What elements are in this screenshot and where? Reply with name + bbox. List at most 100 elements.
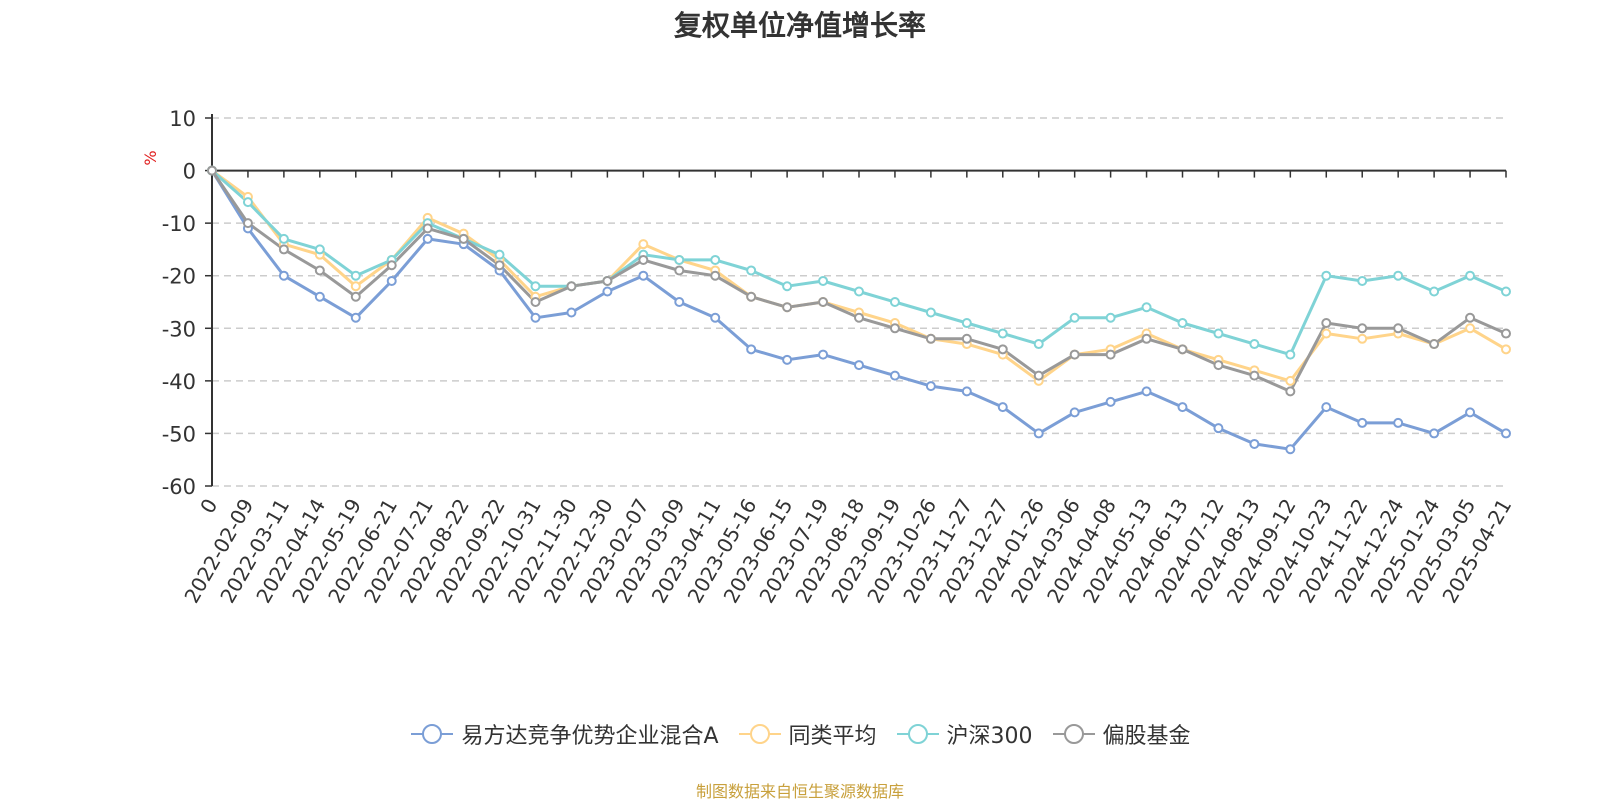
data-point: [674, 297, 685, 307]
legend-item[interactable]: 易方达竞争优势企业混合A: [409, 718, 719, 750]
data-point: [1357, 417, 1368, 428]
data-point: [1105, 396, 1116, 407]
data-point: [1285, 375, 1296, 386]
data-point: [1033, 428, 1044, 439]
data-point: [1069, 312, 1080, 323]
data-point: [1213, 360, 1224, 371]
data-point: [1213, 423, 1224, 434]
data-point: [1141, 302, 1152, 313]
data-point: [710, 254, 721, 265]
data-point: [1357, 323, 1368, 334]
data-point: [458, 233, 469, 244]
y-tick-label: -50: [162, 422, 196, 446]
data-point: [925, 307, 936, 318]
data-point: [997, 402, 1008, 413]
data-point: [1033, 370, 1044, 381]
data-point: [1321, 402, 1332, 413]
data-point: [889, 297, 900, 307]
data-point: [782, 302, 793, 313]
data-point: [242, 218, 253, 229]
data-point: [350, 281, 361, 292]
legend-circle: [907, 724, 928, 744]
data-point: [278, 233, 289, 244]
data-point: [746, 291, 757, 302]
data-point: [818, 275, 829, 286]
legend-item[interactable]: 同类平均: [737, 718, 877, 750]
data-point: [207, 165, 217, 176]
data-point: [1429, 339, 1440, 350]
data-point: [1069, 407, 1080, 418]
y-tick-label: -60: [162, 475, 196, 499]
data-point: [638, 254, 649, 265]
y-tick-label: -40: [162, 370, 196, 394]
data-point: [997, 344, 1008, 355]
data-point: [1177, 402, 1188, 413]
y-tick-label: -30: [162, 317, 196, 341]
data-point: [925, 381, 936, 392]
data-point: [1285, 386, 1296, 397]
data-point: [1177, 344, 1188, 355]
data-point: [818, 297, 829, 307]
data-point: [1321, 328, 1332, 339]
data-point: [1393, 417, 1404, 428]
legend-label: 偏股基金: [1102, 724, 1191, 749]
data-point: [422, 233, 433, 244]
data-point: [1213, 328, 1224, 339]
legend: 易方达竞争优势企业混合A 同类平均 沪深300 偏股基金: [0, 718, 1600, 750]
data-point: [1357, 275, 1368, 286]
data-point: [1285, 444, 1296, 455]
line-chart: 100-10-20-30-40-50-60%02022-02-092022-03…: [141, 107, 1516, 607]
data-point: [782, 354, 793, 365]
data-point: [1393, 270, 1404, 281]
legend-marker-icon: [411, 724, 454, 744]
data-point: [1105, 349, 1116, 360]
data-point: [854, 312, 864, 323]
data-point: [961, 318, 972, 329]
data-point: [1357, 333, 1368, 344]
legend-item[interactable]: 沪深300: [895, 718, 1033, 750]
data-point: [710, 270, 721, 281]
data-point: [278, 270, 289, 281]
data-point: [746, 344, 757, 355]
series-line: [210, 169, 1507, 393]
chart-title: 复权单位净值增长率: [673, 9, 926, 42]
data-point: [566, 307, 577, 318]
data-point: [1501, 328, 1511, 339]
legend-circle: [422, 724, 443, 744]
data-point: [386, 260, 397, 271]
data-point: [638, 239, 649, 250]
legend-label: 同类平均: [788, 724, 877, 749]
data-point: [350, 291, 361, 302]
data-point: [494, 260, 505, 271]
data-point: [638, 270, 649, 281]
data-point: [530, 297, 541, 307]
data-point: [782, 281, 793, 292]
data-point: [1429, 286, 1440, 297]
data-point: [1177, 318, 1188, 329]
data-point: [1141, 386, 1152, 397]
y-axis-label: %: [141, 150, 160, 165]
data-point: [1393, 323, 1404, 334]
source-note: 制图数据来自恒生聚源数据库: [695, 782, 904, 801]
data-point: [350, 270, 361, 281]
data-point: [1429, 428, 1440, 439]
data-point: [854, 360, 864, 371]
legend-item[interactable]: 偏股基金: [1051, 718, 1191, 750]
data-point: [1465, 323, 1476, 334]
data-point: [1501, 428, 1511, 439]
data-point: [314, 265, 325, 276]
y-tick-label: 10: [169, 107, 196, 131]
data-point: [242, 197, 253, 208]
legend-circle: [1063, 724, 1084, 744]
data-point: [1285, 349, 1296, 360]
data-point: [1465, 407, 1476, 418]
legend-marker-icon: [896, 724, 939, 744]
data-point: [602, 275, 613, 286]
data-point: [1069, 349, 1080, 360]
data-point: [1465, 312, 1476, 323]
data-point: [566, 281, 577, 292]
data-point: [386, 275, 397, 286]
data-point: [961, 386, 972, 397]
x-tick-label: 0: [195, 495, 222, 518]
data-point: [889, 370, 900, 381]
